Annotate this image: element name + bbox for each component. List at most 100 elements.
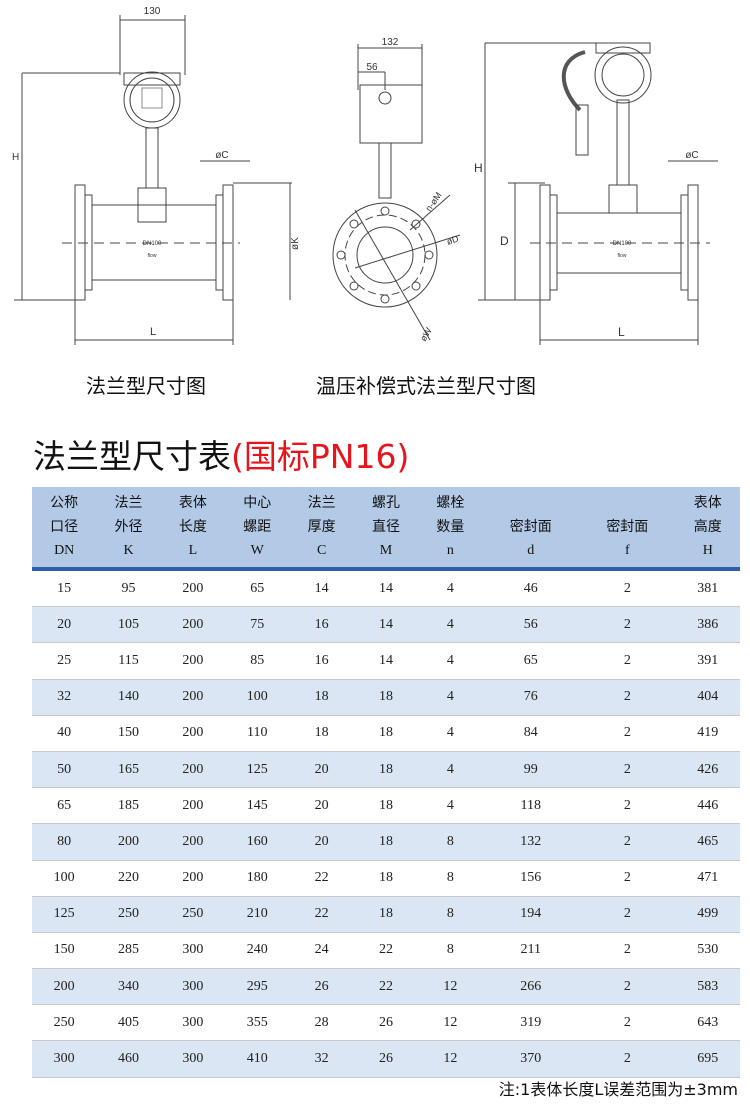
table-cell: 8	[418, 932, 483, 970]
table-cell: 4	[418, 679, 483, 716]
dim-pitch-label: øW	[418, 325, 434, 343]
table-cell: 285	[96, 932, 161, 970]
table-cell: 18	[353, 823, 419, 861]
table-cell: 2	[579, 751, 676, 789]
table-cell: 381	[675, 569, 740, 608]
table-cell: 18	[353, 751, 419, 789]
table-cell: 300	[160, 1040, 226, 1078]
table-cell: 4	[418, 606, 483, 644]
table-cell: 180	[225, 860, 290, 897]
table-cell: 426	[675, 751, 740, 789]
table-row: 32 140 200 100 18 18 4 76 2 404	[32, 679, 740, 716]
table-cell: 95	[96, 569, 161, 608]
column-header: 公称 口径 DN	[32, 487, 97, 571]
dim-bolt-holes-label: n-øM	[423, 190, 443, 213]
table-cell: 56	[482, 606, 580, 644]
table-cell: 4	[418, 787, 483, 825]
table-cell: 118	[482, 787, 580, 825]
table-title: 法兰型尺寸表(国标PN16)	[33, 430, 409, 478]
table-cell: 14	[353, 642, 419, 680]
table-cell: 22	[289, 860, 354, 897]
dim-flange-thickness-label: øC	[215, 150, 228, 161]
table-cell: 2	[579, 715, 676, 752]
table-cell: 28	[289, 1004, 354, 1042]
dim-flange-thickness-label: øC	[685, 150, 698, 161]
dim-length-label: L	[150, 326, 156, 338]
table-cell: 100	[225, 679, 290, 716]
table-cell: 200	[160, 715, 226, 752]
nameplate-label: DN100	[613, 241, 632, 247]
table-cell: 2	[579, 860, 676, 897]
table-cell: 115	[96, 642, 161, 680]
dim-seal-label: øD	[445, 233, 460, 247]
table-row: 80 200 200 160 20 18 8 132 2 465	[32, 823, 740, 861]
table-cell: 2	[579, 569, 676, 608]
table-row: 250 405 300 355 28 26 12 319 2 643	[32, 1004, 740, 1042]
table-cell: 499	[675, 896, 740, 933]
table-cell: 583	[675, 968, 740, 1006]
dim-flange-diameter-label: øK	[290, 237, 301, 250]
table-cell: 4	[418, 642, 483, 680]
table-cell: 84	[482, 715, 580, 752]
column-symbol: DN	[54, 543, 75, 558]
table-cell: 240	[225, 932, 290, 970]
column-header-line2: 密封面	[606, 519, 649, 535]
column-symbol: d	[527, 543, 535, 558]
flange-type-drawing: 130 H DN100 flow øC øK L	[12, 6, 301, 345]
table-cell: 530	[675, 932, 740, 970]
table-cell: 85	[225, 642, 290, 680]
column-header: 法兰 外径 K	[96, 487, 161, 571]
column-header: 中心 螺距 W	[225, 487, 290, 571]
table-cell: 471	[675, 860, 740, 897]
column-symbol: C	[316, 543, 327, 558]
table-cell: 20	[289, 823, 354, 861]
column-header-line2: 长度	[178, 519, 207, 535]
dimension-drawings: 130 H DN100 flow øC øK L 132 56 n-øM øD …	[12, 6, 718, 345]
table-cell: 132	[482, 823, 580, 861]
table-cell: 200	[160, 860, 226, 897]
table-cell: 300	[160, 1004, 226, 1042]
table-cell: 105	[96, 606, 161, 644]
compensated-drawing-caption: 温压补偿式法兰型尺寸图	[316, 374, 536, 398]
table-cell: 185	[96, 787, 161, 825]
column-header-line1: 表体	[178, 495, 207, 511]
table-row: 100 220 200 180 22 18 8 156 2 471	[32, 860, 740, 897]
table-cell: 125	[32, 896, 97, 933]
table-row: 300 460 300 410 32 26 12 370 2 695	[32, 1040, 740, 1078]
table-row: 20 105 200 75 16 14 4 56 2 386	[32, 606, 740, 644]
table-cell: 50	[32, 751, 97, 789]
flange-drawing-caption: 法兰型尺寸图	[86, 374, 206, 398]
table-cell: 22	[353, 968, 419, 1006]
column-header-line2: 数量	[436, 519, 465, 535]
table-cell: 250	[96, 896, 161, 933]
table-cell: 4	[418, 715, 483, 752]
table-cell: 200	[160, 606, 226, 644]
table-cell: 319	[482, 1004, 580, 1042]
table-cell: 2	[579, 787, 676, 825]
column-header-line1: 螺孔	[371, 495, 400, 511]
table-cell: 140	[96, 679, 161, 716]
table-cell: 14	[353, 606, 419, 644]
flow-mark: flow	[618, 253, 627, 259]
table-title-main: 法兰型尺寸表	[33, 437, 231, 476]
table-cell: 194	[482, 896, 580, 933]
table-cell: 300	[160, 932, 226, 970]
column-symbol: W	[250, 543, 264, 558]
dim-height-label: H	[12, 152, 19, 163]
table-cell: 250	[160, 896, 226, 933]
table-cell: 8	[418, 896, 483, 933]
table-cell: 65	[32, 787, 97, 825]
table-cell: 18	[289, 715, 354, 752]
table-cell: 8	[418, 823, 483, 861]
column-header: 表体 高度 H	[675, 487, 740, 571]
table-cell: 300	[32, 1040, 97, 1078]
table-cell: 18	[353, 860, 419, 897]
table-cell: 16	[289, 606, 354, 644]
table-cell: 200	[160, 569, 226, 608]
table-cell: 465	[675, 823, 740, 861]
table-row: 150 285 300 240 24 22 8 211 2 530	[32, 932, 740, 970]
column-header-line1	[579, 491, 676, 515]
column-header-line1: 公称	[50, 495, 79, 511]
table-cell: 2	[579, 968, 676, 1006]
footnote: 注:1表体长度L误差范围为±3mm	[498, 1080, 738, 1099]
